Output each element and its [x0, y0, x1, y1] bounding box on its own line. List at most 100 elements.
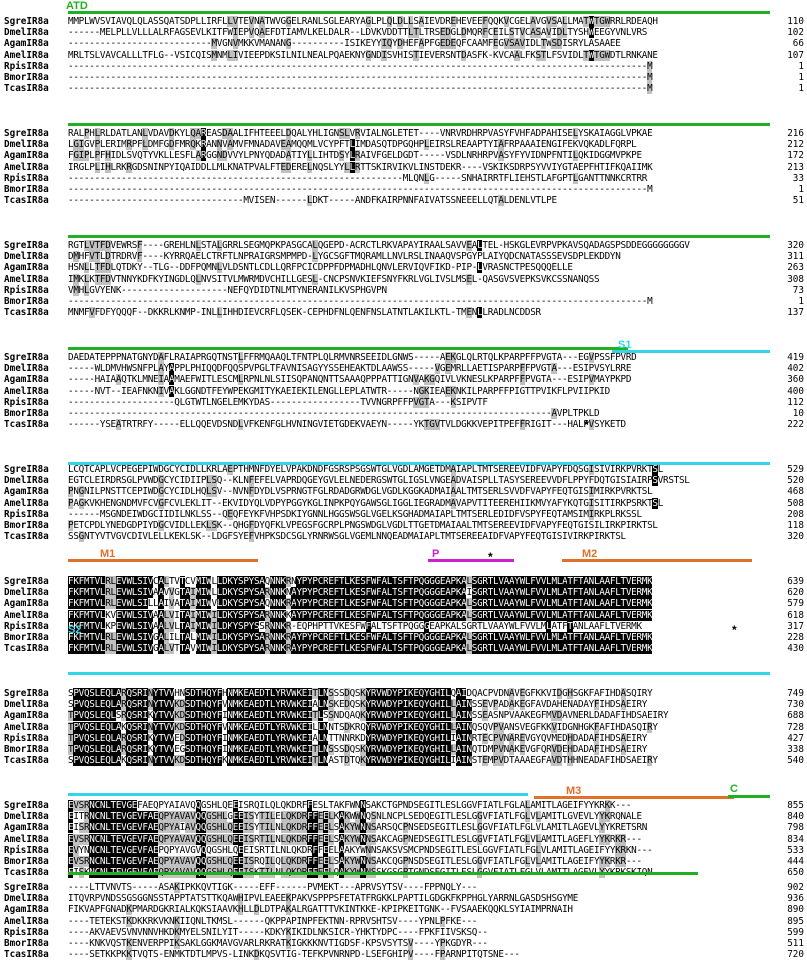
sequence-residues: LCQTCAPLVCPEGEPIWDGCYCIDLLKRLAEPTHMNFDYE…: [68, 464, 663, 475]
residue-position: 855: [787, 800, 804, 811]
atd-domain-bar: [68, 235, 770, 238]
sequence-residues: MMPLWVSVIAVQLQLASSQATSDPLLIRFLLVTEVNATWV…: [68, 16, 658, 27]
residue-position: 10: [792, 408, 804, 419]
atd-domain-bar: [68, 123, 770, 126]
sequence-residues: LGIGVPLERIMRPFLDMFGDFMRQKRANNVAMVFMNADAV…: [68, 139, 637, 151]
sequence-name: RpisIR8a: [4, 172, 49, 184]
sequence-residues: ----------------------------------------…: [68, 408, 600, 419]
sequence-residues: ------MELPLLVLLLALRFAGSEVLKITFWIEPVQAEFD…: [68, 27, 648, 39]
sequence-name: BmorIR8a: [4, 296, 49, 307]
residue-position: 511: [787, 938, 804, 949]
alignment-row: AgamIR8a FKFMTVLRLEVWLSILLAIVATAIMIWVLDKY…: [0, 598, 807, 610]
sequence-residues: TPVQSLEQLARQSRIKYTVVEGSDTHQYFINMKEAEDTLY…: [68, 744, 648, 755]
sequence-name: TcasIR8a: [4, 83, 49, 95]
alignment-row: SgreIR8a RALPHLRLDATLANLVDAVDKYLQAREASDAA…: [0, 128, 807, 139]
residue-position: 208: [787, 508, 804, 520]
sequence-residues: HSNLLTFDLQTDKY--TLG--DDFPQMNLVLDSNTLCDLL…: [68, 262, 573, 274]
residue-position: 263: [787, 262, 804, 274]
sequence-name: TcasIR8a: [4, 867, 49, 879]
alignment-row: DmelIR8a DMHFVTLDTRDRVF----KYRRQAELCTRFTL…: [0, 251, 807, 263]
residue-position: 520: [787, 475, 804, 487]
sequence-residues: -----HAIAAQTKLMNEIAAMAEFWITLESCMLRPNLNLS…: [68, 374, 632, 386]
sequence-residues: FIKVAPFGNADKPMARDGKRIALKQKSIAAVKHLLDLDTP…: [68, 904, 573, 916]
alignment-block: SgreIR8a RGTLVTFDVEWRSF----GREHLNLSTALGRR…: [0, 234, 807, 334]
residue-position: 1: [798, 296, 804, 307]
residue-position: 728: [787, 721, 804, 733]
s1-domain-bar: [612, 350, 770, 353]
domain-label-m1: M1: [100, 548, 116, 560]
sequence-residues: IRGLPLIHLRKRGDSNINPYIQAIDDLLMLKNATPVALFT…: [68, 161, 653, 173]
sequence-residues: ---------------------------MVGNVMKKVMANA…: [68, 38, 621, 50]
alignment-row: AgamIR8a PNGNILPNSTTCEPIWDGCYCIDLHQLSV--N…: [0, 486, 807, 498]
residue-position: 213: [787, 161, 804, 173]
alignment-row: SgreIR8a FKFMTVLRLEVWLSIVCALTVTCVMIWLLDKY…: [0, 576, 807, 587]
alignment-row: AmelIR8a EVSRNCNLTEVGEVFAEQPYAVAVQQGSHLQE…: [0, 833, 807, 845]
sequence-name: DmelIR8a: [4, 139, 49, 151]
sequence-residues: FGIPLPFHIDLSVQTYVKLLESFLARGGNDVVYLPNYQDA…: [68, 150, 642, 162]
alignment-row: BmorIR8a TPVQSLEQLARQSRIKYTVVEGSDTHQYFINM…: [0, 744, 807, 755]
sequence-name: RpisIR8a: [4, 926, 49, 938]
alignment-row: DmelIR8a -----WLDMVHWSNFPLAYAPPLPHIQQDFQQ…: [0, 363, 807, 375]
residue-position: 1: [798, 184, 804, 195]
sequence-name: BmorIR8a: [4, 520, 49, 531]
sequence-name: AgamIR8a: [4, 598, 49, 610]
sequence-name: BmorIR8a: [4, 408, 49, 419]
sequence-residues: -----NVT--IEAFNKNIVAKLGGNDTFEYWPEKGMITYK…: [68, 385, 610, 397]
p-domain-bar: [428, 559, 514, 562]
sequence-residues: DMHFVTLDTRDRVF----KYRRQAELCTRFTLNPRAIGRS…: [68, 251, 621, 263]
sequence-residues: EVYNNCNLTEVGEVFAEPQPYAVGVQQGSHLQEEISRTIL…: [68, 844, 653, 856]
alignment-row: BmorIR8a FKFMTVLRLEVWLSIVGALILTALMIWILDKY…: [0, 632, 807, 643]
alignment-row: SgreIR8a SPVQSLEQLARQSRINYTVVHNSDTHQYFHNM…: [0, 688, 807, 699]
sequence-residues: EGTCLEIRDRSGLPVWDGCYCIDIIPLSQ--KLNFEFELV…: [68, 475, 690, 487]
residue-position: 172: [787, 150, 804, 162]
sequence-residues: TPVQSLEQLAKQSRINYTVVKDSDTHQYFVNMKEAEDTLY…: [68, 721, 658, 733]
conserved-site-marker: *: [230, 623, 235, 637]
alignment-row: RpisIR8a EVYNNCNLTEVGEVFAEPQPYAVGVQQGSHLQ…: [0, 844, 807, 856]
sequence-residues: IMKLKTFDVTNNYKDFKYINGDLQLNVSITVLMWRMDVCH…: [68, 273, 600, 285]
residue-position: 73: [792, 284, 804, 296]
sequence-name: TcasIR8a: [4, 307, 49, 319]
sequence-name: SgreIR8a: [4, 128, 49, 139]
alignment-row: RpisIR8a --------------------------------…: [0, 60, 807, 72]
alignment-block: SgreIR8a MMPLWVSVIAVQLQLASSQATSDPLLIRFLLV…: [0, 10, 807, 110]
sequence-residues: ------YSEATRTRFY-----ELLQQEVDSNDLVFKENFG…: [68, 419, 626, 431]
alignment-row: BmorIR8a ----KNKVQSTKENVERPPIKSAKLGGKMAVG…: [0, 938, 807, 949]
residue-position: 468: [787, 486, 804, 498]
alignment-row: TcasIR8a ----SETKKPKKTVQTS-ENMKTDTLMPVS-L…: [0, 949, 807, 961]
sequence-residues: SPVQSLEQLARQSRINYTVVHNSDTHQYFHNMKEAEDTLY…: [68, 688, 653, 699]
sequence-residues: ----TETEKSTKDKKRKVKNKIIQNLTKMSL------QKP…: [68, 915, 478, 927]
sequence-residues: SSGNTYVTVGVCDIVLELLKEKLSK--LDGFSYEFVHPKS…: [68, 531, 626, 543]
domain-label-m2: M2: [582, 548, 598, 560]
residue-position: 834: [787, 833, 804, 845]
sequence-name: DmelIR8a: [4, 27, 49, 39]
sequence-name: AgamIR8a: [4, 262, 49, 274]
alignment-row: TcasIR8a FKFMTVLRLEVWLSIVGALVTTAVMIWILDKY…: [0, 643, 807, 655]
residue-position: 798: [787, 822, 804, 834]
sequence-residues: FKFMTVLRLEVWLSIVAAVVGTAIMIWLLDKYSPYSARNN…: [68, 587, 653, 599]
alignment-row: AmelIR8a IRGLPLIHLRKRGDSNINPYIQAIDDLLMLKN…: [0, 161, 807, 173]
sequence-name: DmelIR8a: [4, 587, 49, 599]
sequence-name: AgamIR8a: [4, 38, 49, 50]
residue-position: 430: [787, 643, 804, 655]
domain-label-m3: M3: [566, 785, 582, 797]
alignment-row: DmelIR8a SPVQSLEQLARQSRINYTVVKDSDTHQYFVNM…: [0, 699, 807, 711]
alignment-row: AmelIR8a MRLTSLVAVCALLLTFLG--VSICQISMNMLI…: [0, 49, 807, 61]
alignment-row: BmorIR8a --------------------------------…: [0, 184, 807, 195]
sequence-name: DmelIR8a: [4, 811, 49, 823]
sequence-name: RpisIR8a: [4, 732, 49, 744]
domain-label-s2: S2: [68, 624, 82, 636]
alignment-block: SgreIR8a LCQTCAPLVCPEGEPIWDGCYCIDLLKRLAEP…: [0, 458, 807, 558]
residue-position: 902: [787, 882, 804, 893]
residue-position: 317: [787, 620, 804, 632]
sequence-residues: ----------------------------------------…: [68, 72, 653, 83]
residue-position: 1: [798, 83, 804, 95]
sequence-residues: ----------------------------------------…: [68, 60, 653, 72]
m3-domain-bar: [534, 796, 734, 799]
sequence-residues: SPVQSLEQLARQSRINYTVVKDSDTHQYFVNMKEAEDTLY…: [68, 699, 648, 711]
sequence-name: AmelIR8a: [4, 609, 49, 621]
alignment-row: AgamIR8a TPVQSLEQLSRQSRIKYTVVKDSDTHQYFINM…: [0, 710, 807, 722]
sequence-name: TcasIR8a: [4, 531, 49, 543]
m2-domain-bar: [562, 559, 752, 562]
sequence-residues: ----SETKKPKKTVQTS-ENMKTDTLMPVS-LINKDKQSV…: [68, 949, 520, 961]
